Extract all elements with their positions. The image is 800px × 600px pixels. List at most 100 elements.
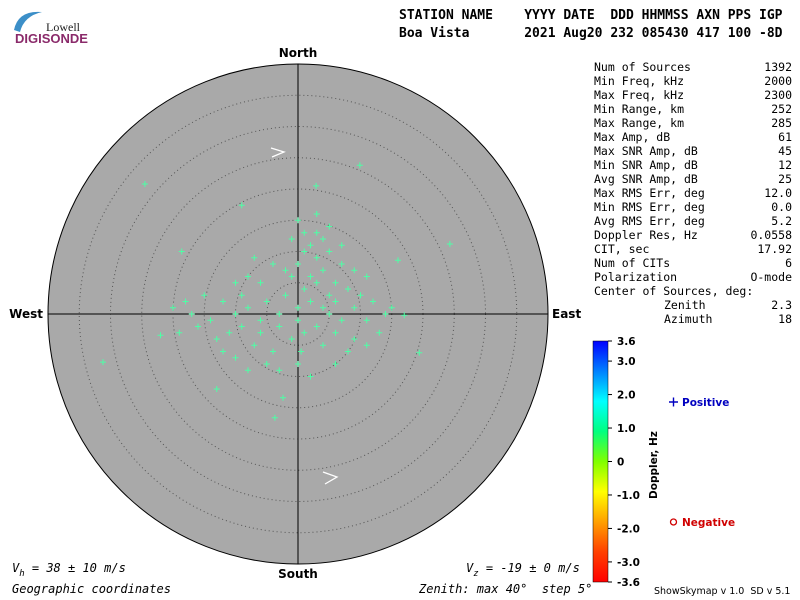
source-point xyxy=(313,254,320,261)
vh-sub: h xyxy=(19,569,24,579)
source-point xyxy=(388,304,395,311)
colorbar-tick-label: 3.6 xyxy=(617,336,636,348)
source-point xyxy=(326,311,333,317)
coords-label: Geographic coordinates xyxy=(12,582,171,596)
source-point xyxy=(307,298,314,305)
source-point xyxy=(351,267,358,274)
logo-brand: Lowell xyxy=(46,20,81,34)
direction-label: South xyxy=(278,567,318,581)
logo-product: DIGISONDE xyxy=(15,31,88,46)
source-point xyxy=(356,162,363,169)
stat-label: CIT, sec xyxy=(594,242,649,256)
source-point xyxy=(220,348,226,355)
source-point xyxy=(301,286,308,292)
direction-label: West xyxy=(9,307,43,321)
source-point xyxy=(263,361,270,367)
colorbar-tick-label: 0 xyxy=(617,457,624,469)
source-point xyxy=(282,267,289,274)
vz-symbol: V xyxy=(466,561,474,575)
stat-value: 5.2 xyxy=(771,214,792,228)
stat-value: 12 xyxy=(778,158,792,172)
vz-sub: z xyxy=(473,569,478,579)
source-point xyxy=(178,248,185,255)
source-point xyxy=(307,242,314,249)
source-point xyxy=(382,311,389,317)
colorbar-label: Doppler, Hz xyxy=(648,431,660,499)
vh-label: Vh = 38 ± 10 m/s xyxy=(12,561,126,579)
source-point xyxy=(100,359,106,366)
legend-symbol xyxy=(669,397,678,407)
source-point xyxy=(157,332,164,339)
stat-label: Num of Sources xyxy=(594,60,691,74)
source-point xyxy=(245,304,251,311)
center-value: 18 xyxy=(778,312,792,326)
source-point xyxy=(338,242,345,249)
plot xyxy=(47,63,549,565)
source-point xyxy=(338,261,345,267)
source-point xyxy=(363,273,370,280)
source-point xyxy=(271,414,278,421)
source-point xyxy=(141,181,148,187)
source-point xyxy=(251,254,258,261)
source-point xyxy=(345,286,351,292)
stats-table: Num of Sources 1392 Min Freq, kHz 2000 Max F… xyxy=(594,60,792,326)
source-point xyxy=(176,329,183,336)
source-point xyxy=(270,261,276,267)
chevron xyxy=(270,147,286,158)
stat-label: Min RMS Err, deg xyxy=(594,200,705,214)
vh-symbol: V xyxy=(12,561,20,575)
source-point xyxy=(238,323,245,330)
colorbar: 3.6 3.0 2.0 1.0 0 -1.0 -2.0 -3.0 -3.6 xyxy=(592,336,640,589)
stat-value: 0.0558 xyxy=(750,228,792,242)
stat-label: Avg SNR Amp, dB xyxy=(594,172,698,186)
source-point xyxy=(363,317,370,324)
stat-label: Min SNR Amp, dB xyxy=(594,158,698,172)
colorbar-tick-label: 1.0 xyxy=(617,423,636,435)
stat-label: Max Freq, kHz xyxy=(594,88,684,102)
stat-value: 45 xyxy=(778,144,792,158)
source-point xyxy=(363,342,370,349)
stat-label: Max Range, km xyxy=(594,116,684,130)
source-point xyxy=(295,361,301,367)
source-point xyxy=(276,367,283,374)
source-point xyxy=(170,304,176,311)
source-point xyxy=(238,292,245,299)
stat-label: Max Amp, dB xyxy=(594,130,670,144)
stat-label: Avg RMS Err, deg xyxy=(594,214,705,228)
source-point xyxy=(295,261,301,267)
source-point xyxy=(226,329,233,336)
source-point xyxy=(332,361,339,367)
vh-text: = 38 ± 10 m/s xyxy=(25,561,126,575)
source-point xyxy=(213,336,220,342)
stat-value: 12.0 xyxy=(764,186,792,200)
source-point xyxy=(288,336,295,342)
chevron xyxy=(322,471,339,485)
source-point xyxy=(195,323,201,330)
source-point xyxy=(201,292,208,299)
logo-swoosh xyxy=(14,11,42,32)
stat-label: Num of CITs xyxy=(594,256,670,270)
source-point xyxy=(370,298,376,305)
colorbar-tick-label: -3.6 xyxy=(617,577,640,589)
source-point xyxy=(320,236,326,242)
vz-label: Vz = -19 ± 0 m/s xyxy=(466,561,580,579)
source-point xyxy=(282,292,289,299)
stat-value: 0.0 xyxy=(771,200,792,214)
source-point xyxy=(326,248,333,255)
source-point xyxy=(345,348,351,355)
source-point xyxy=(332,298,339,305)
stat-value: 61 xyxy=(778,130,792,144)
source-point xyxy=(288,273,295,280)
source-point xyxy=(376,329,383,336)
source-point xyxy=(257,279,264,286)
header-line: Boa Vista 2021 Aug20 232 085430 417 100 … xyxy=(399,26,783,41)
stat-value: 25 xyxy=(778,172,792,186)
source-point xyxy=(298,348,305,355)
colorbar-tick-label: -1.0 xyxy=(617,490,640,502)
source-point xyxy=(307,373,314,380)
stat-label: Max SNR Amp, dB xyxy=(594,144,698,158)
legend-label: Positive xyxy=(682,397,729,409)
